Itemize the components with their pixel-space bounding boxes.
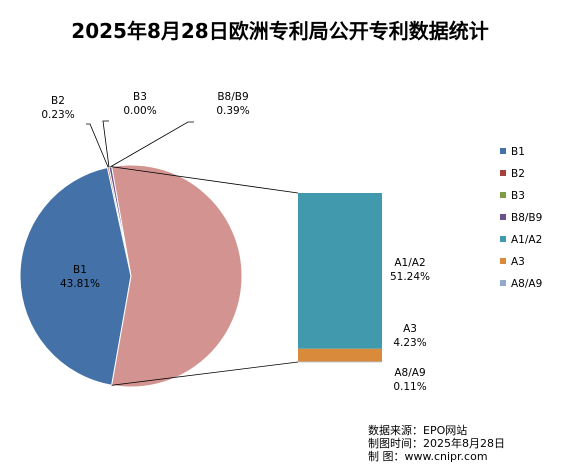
bar-segment-a3 bbox=[298, 349, 382, 362]
legend-label-a8-a9: A8/A9 bbox=[511, 278, 542, 290]
pie-slice-others bbox=[112, 165, 242, 387]
pie-group bbox=[20, 165, 242, 387]
data-label-b8-b9: B8/B9 bbox=[217, 91, 248, 103]
legend-label-b3: B3 bbox=[511, 190, 525, 202]
data-value-b1: 43.81% bbox=[60, 278, 100, 290]
legend-swatch-a1-a2 bbox=[500, 236, 506, 242]
leader-line-b2 bbox=[86, 124, 108, 167]
data-label-a3: A3 bbox=[403, 323, 417, 335]
data-label-a1-a2: A1/A2 bbox=[394, 257, 425, 269]
data-label-b2: B2 bbox=[51, 95, 65, 107]
data-value-b3: 0.00% bbox=[123, 105, 156, 117]
legend-swatch-b3 bbox=[500, 192, 506, 198]
legend-label-a1-a2: A1/A2 bbox=[511, 234, 542, 246]
legend-label-b8-b9: B8/B9 bbox=[511, 212, 542, 224]
stacked-bar-group bbox=[298, 193, 382, 362]
bar-segment-a8-a9 bbox=[298, 362, 382, 363]
legend: B1 B2 B3 B8/B9 A1/A2 A3 A8/A9 bbox=[500, 146, 542, 290]
legend-label-a3: A3 bbox=[511, 256, 525, 268]
data-label-b1: B1 bbox=[73, 264, 87, 276]
data-value-a8-a9: 0.11% bbox=[393, 381, 426, 393]
chart-title: 2025年8月28日欧洲专利局公开专利数据统计 bbox=[71, 19, 488, 43]
source-line-3: 制 图：www.cnipr.com bbox=[368, 450, 488, 463]
legend-swatch-a8-a9 bbox=[500, 280, 506, 286]
source-line-2: 制图时间：2025年8月28日 bbox=[368, 436, 505, 450]
bar-segment-a1-a2 bbox=[298, 193, 382, 349]
legend-label-b1: B1 bbox=[511, 146, 525, 158]
data-label-a8-a9: A8/A9 bbox=[394, 367, 425, 379]
legend-swatch-a3 bbox=[500, 258, 506, 264]
legend-swatch-b1 bbox=[500, 148, 506, 154]
data-value-a3: 4.23% bbox=[393, 337, 426, 349]
leader-line-b3 bbox=[103, 121, 109, 167]
data-value-b8-b9: 0.39% bbox=[216, 105, 249, 117]
data-value-a1-a2: 51.24% bbox=[390, 271, 430, 283]
legend-swatch-b8-b9 bbox=[500, 214, 506, 220]
source-line-1: 数据来源：EPO网站 bbox=[368, 423, 467, 437]
source-note: 数据来源：EPO网站 制图时间：2025年8月28日 制 图：www.cnipr… bbox=[368, 423, 505, 463]
data-value-b2: 0.23% bbox=[41, 109, 74, 121]
data-label-b3: B3 bbox=[133, 91, 147, 103]
legend-swatch-b2 bbox=[500, 170, 506, 176]
leader-line-b8-b9 bbox=[110, 122, 194, 167]
legend-label-b2: B2 bbox=[511, 168, 525, 180]
